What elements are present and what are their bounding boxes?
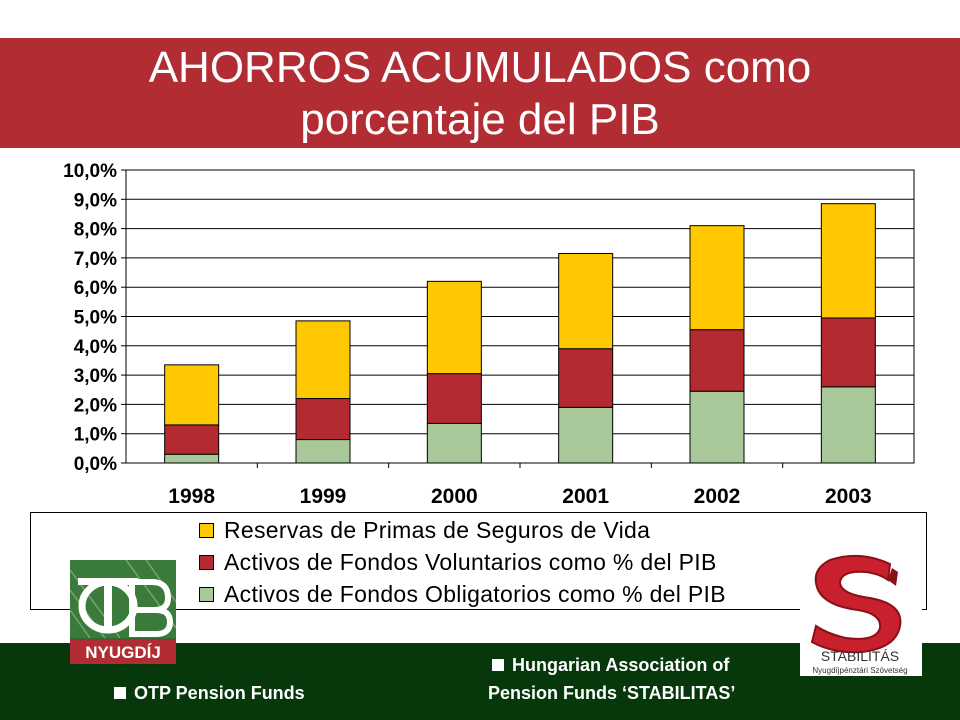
legend-swatch-voluntarios (199, 554, 214, 570)
stabilitas-logo-name: STABILITÁS (821, 648, 899, 664)
bar-segment (426, 373, 482, 424)
x-tick-label: 2000 (431, 485, 478, 508)
bar-segment (295, 439, 351, 464)
chart-legend: Reservas de Primas de Seguros de Vida Ac… (30, 512, 927, 610)
bar-segment (558, 253, 614, 350)
footer-stabilitas-label-1: Hungarian Association of (512, 655, 730, 675)
bar-segment (820, 317, 876, 388)
bar-segment (558, 348, 614, 408)
x-tick-label: 2001 (562, 485, 609, 508)
x-tick-label: 2003 (825, 485, 872, 508)
y-tick-label: 10,0% (63, 161, 117, 182)
y-tick-label: 6,0% (74, 278, 117, 299)
stabilitas-logo-sub: Nyugdíjpénztári Szövetség (812, 666, 907, 675)
x-tick-label: 1998 (168, 485, 215, 508)
bar-segment (689, 329, 745, 392)
y-tick-label: 4,0% (74, 337, 117, 358)
title-line-1: AHORROS ACUMULADOS como (148, 43, 812, 92)
y-tick-label: 7,0% (74, 249, 117, 270)
title-line-2: porcentaje del PIB (300, 95, 660, 144)
bar-segment (426, 422, 482, 464)
bullet-icon (114, 687, 126, 699)
footer-otp-label: OTP Pension Funds (134, 683, 305, 703)
legend-label-voluntarios: Activos de Fondos Voluntarios como % del… (224, 548, 717, 575)
bar-segment (426, 280, 482, 375)
bar-segment (295, 320, 351, 400)
footer-stabilitas-line2: Pension Funds ‘STABILITAS’ (488, 683, 736, 703)
bar-segment (820, 386, 876, 464)
legend-item-voluntarios: Activos de Fondos Voluntarios como % del… (199, 547, 717, 577)
title-band: AHORROS ACUMULADOS como porcentaje del P… (0, 38, 960, 148)
y-tick-label: 8,0% (74, 220, 117, 241)
otp-logo-text: NYUGDÍJ (85, 643, 161, 662)
legend-label-obligatorios: Activos de Fondos Obligatorios como % de… (224, 580, 726, 607)
legend-swatch-reservas (199, 522, 214, 538)
bar-segment (689, 390, 745, 464)
otp-nyugdij-logo: NYUGDÍJ (70, 560, 176, 664)
y-tick-label: 0,0% (74, 454, 117, 475)
x-tick-label: 2002 (694, 485, 741, 508)
y-tick-label: 5,0% (74, 308, 117, 329)
y-tick-label: 1,0% (74, 425, 117, 446)
legend-label-reservas: Reservas de Primas de Seguros de Vida (224, 516, 651, 543)
stacked-bar-chart: 0,0% 1,0% 2,0% 3,0% 4,0% 5,0% 6,0% 7,0% 8,0% 9,0%… (63, 161, 915, 508)
y-tick-label: 3,0% (74, 366, 117, 387)
y-tick-label: 2,0% (74, 395, 117, 416)
bar-segment (689, 225, 745, 331)
bullet-icon (492, 659, 504, 671)
bar-segment (295, 398, 351, 441)
y-tick-label: 9,0% (74, 190, 117, 211)
bar-segment (558, 406, 614, 464)
footer-stabilitas-line1: Hungarian Association of (492, 655, 729, 676)
bar-segment (164, 453, 220, 464)
x-tick-label: 1999 (300, 485, 347, 508)
bar-segment (164, 424, 220, 455)
bar-segment (164, 364, 220, 426)
stabilitas-logo: STABILITÁS Nyugdíjpénztári Szövetség (800, 548, 922, 676)
legend-item-obligatorios: Activos de Fondos Obligatorios como % de… (199, 579, 726, 609)
footer-otp: OTP Pension Funds (114, 683, 305, 704)
bar-segment (820, 203, 876, 319)
legend-swatch-obligatorios (199, 586, 214, 602)
legend-item-reservas: Reservas de Primas de Seguros de Vida (199, 515, 650, 545)
